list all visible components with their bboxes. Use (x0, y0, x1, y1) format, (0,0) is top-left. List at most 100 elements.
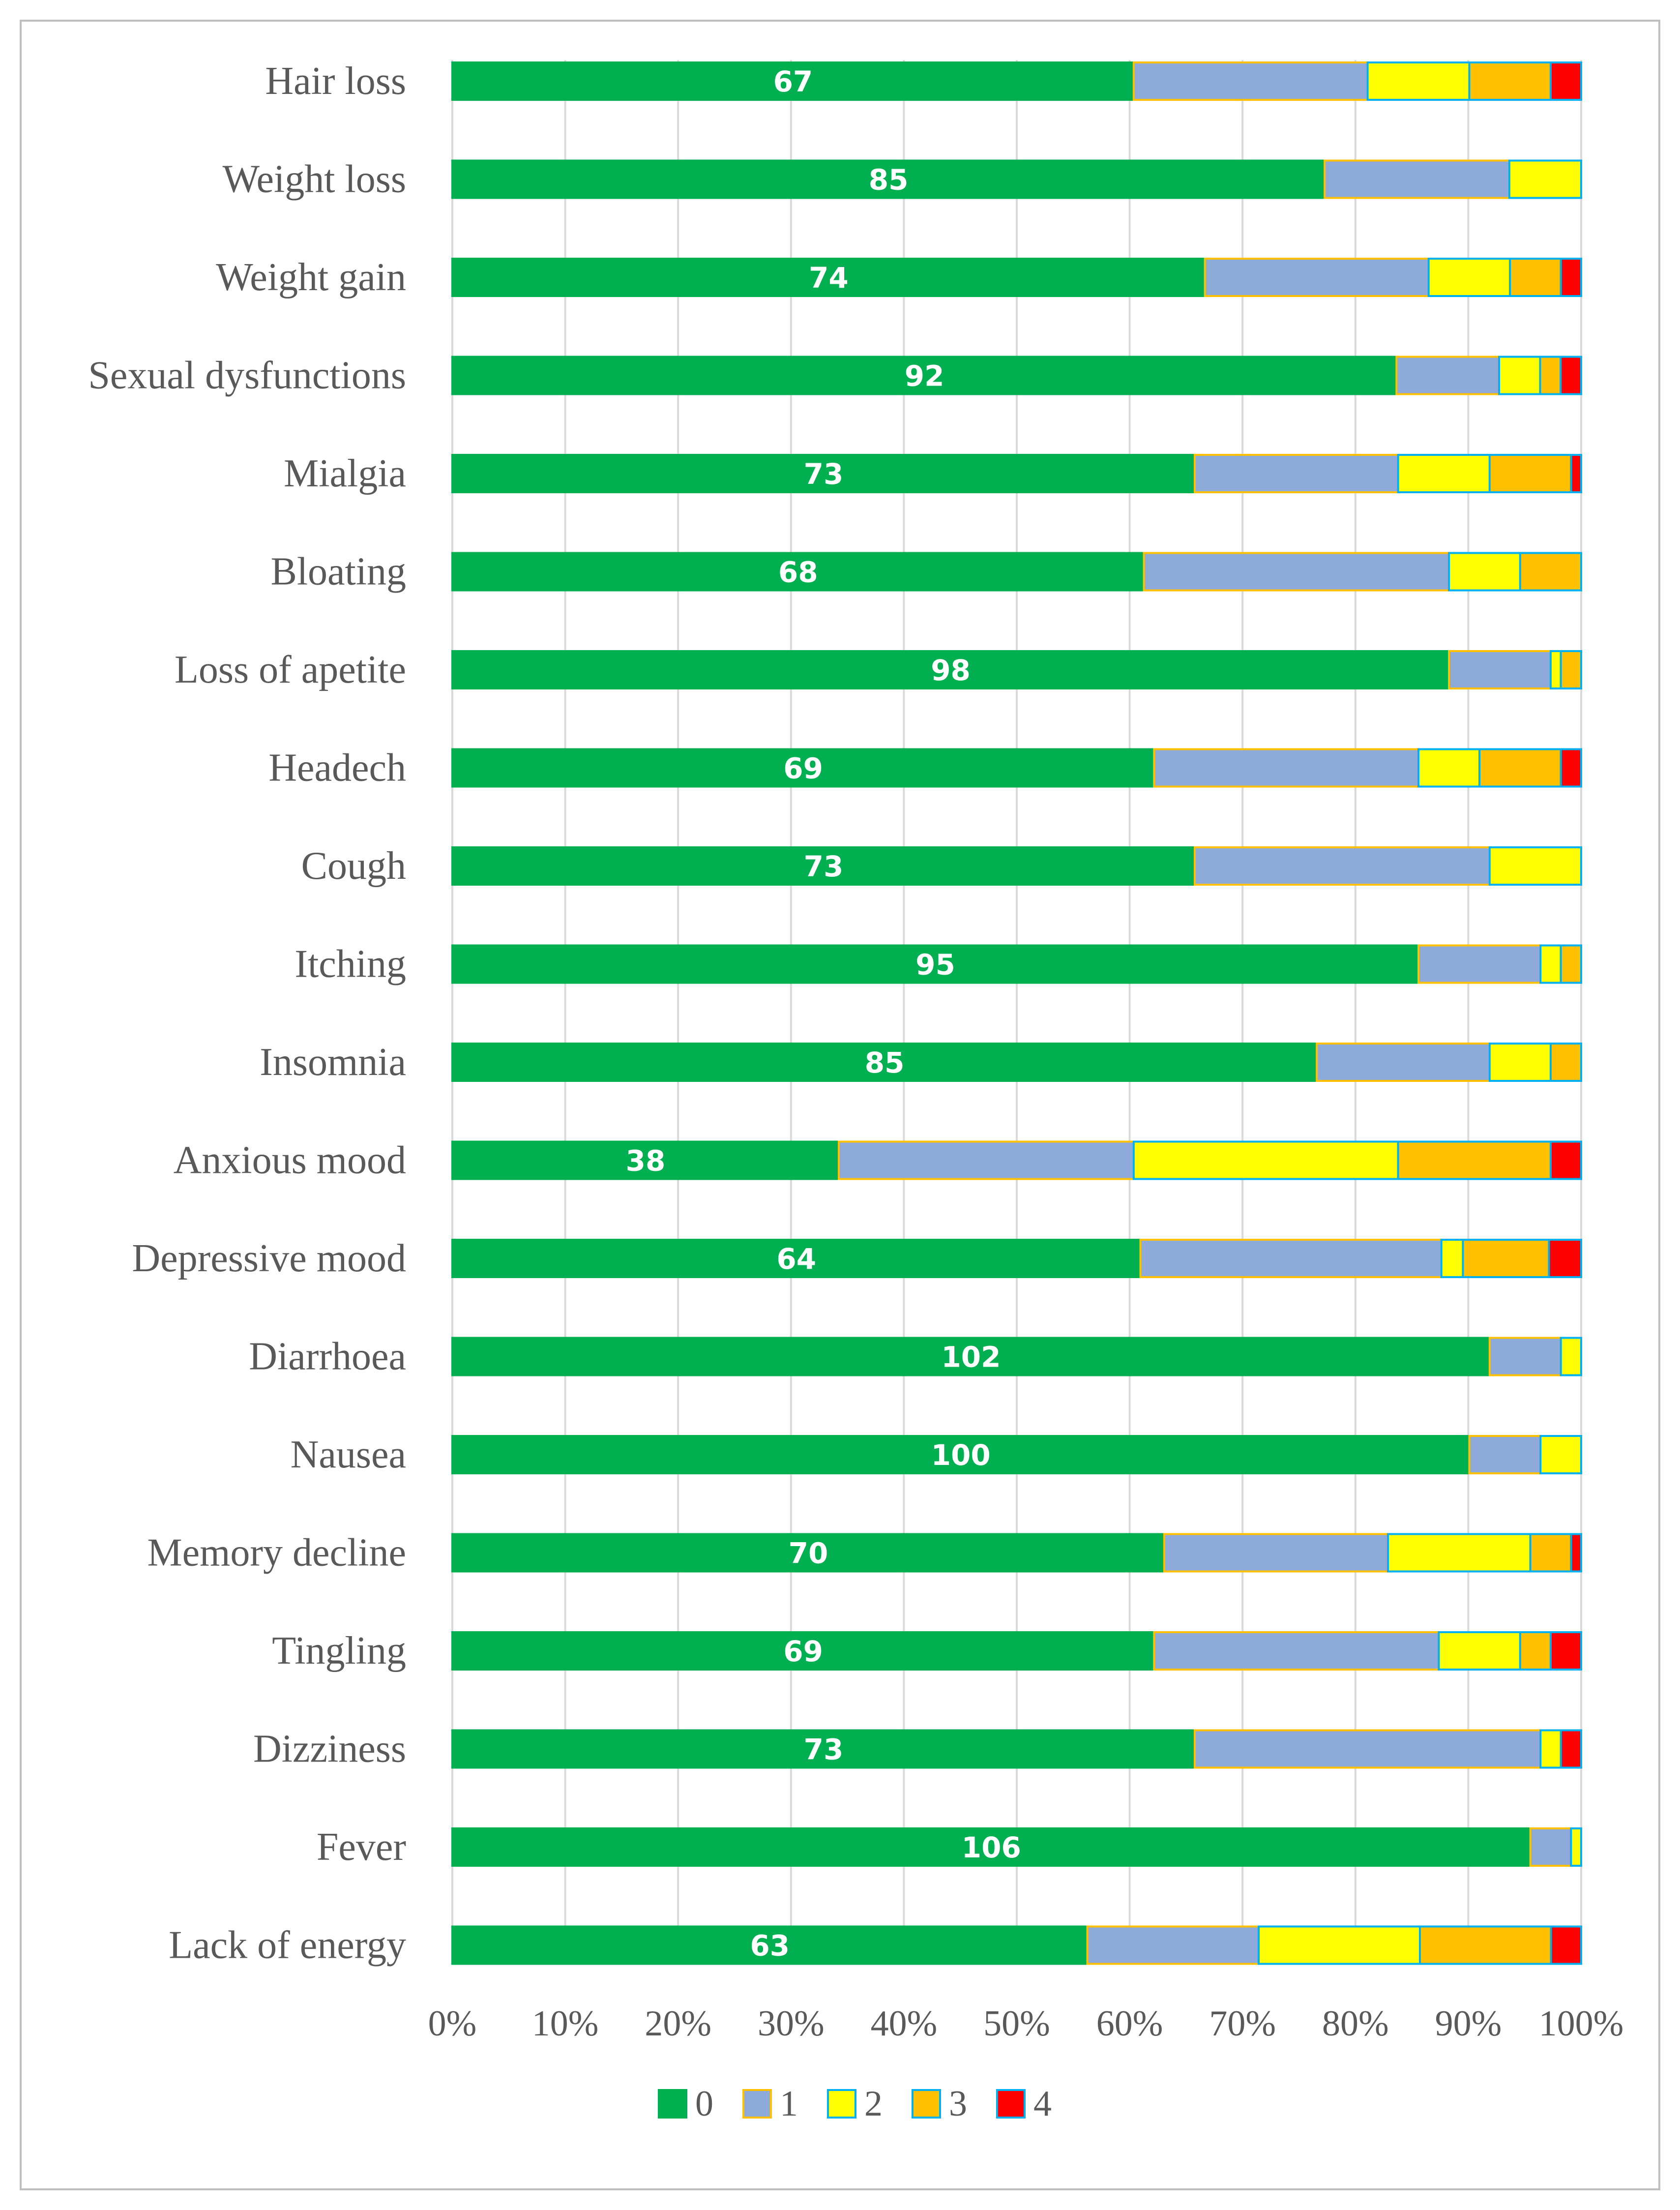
x-tick-label: 10% (532, 2003, 599, 2044)
bar-segment-0 (451, 159, 1326, 199)
bar-segment-3 (1560, 650, 1582, 689)
category-label: Lack of energy (169, 1924, 406, 1967)
legend-label: 0 (695, 2084, 713, 2124)
bar-segment-4 (1560, 356, 1583, 395)
bar-segment-2 (1539, 1435, 1582, 1474)
data-label: 95 (915, 948, 955, 982)
category-labels: Hair loss Weight loss Weight gain Sexual dy… (88, 60, 406, 1967)
category-label: Loss of apetite (175, 648, 406, 691)
x-tick-label: 0% (428, 2003, 477, 2044)
data-label: 70 (789, 1537, 828, 1570)
bar-segment-2 (1438, 1631, 1521, 1671)
bar-segment-3 (1468, 61, 1552, 101)
bar-segment-4 (1560, 1729, 1582, 1769)
bar-segment-3 (1509, 258, 1562, 297)
bar-segment-2 (1539, 1729, 1562, 1769)
x-tick-label: 50% (983, 2003, 1050, 2044)
data-label: 67 (773, 65, 813, 98)
bar-segment-2 (1560, 1337, 1582, 1376)
data-label: 106 (962, 1831, 1021, 1864)
bar-segment-1 (1132, 61, 1369, 101)
category-label: Weight gain (216, 256, 406, 299)
legend-label: 4 (1033, 2084, 1052, 2124)
data-label: 98 (931, 654, 971, 687)
category-label: Hair loss (265, 60, 406, 103)
bar-segment-0 (451, 1043, 1318, 1082)
x-tick-label: 100% (1539, 2003, 1624, 2044)
bar-segment-4 (1570, 454, 1583, 493)
bar-segment-4 (1550, 1925, 1582, 1965)
bar-segment-2 (1508, 159, 1582, 199)
bar-segment-0 (451, 748, 1155, 788)
category-label: Bloating (270, 550, 406, 594)
bar-segment-1 (1417, 944, 1542, 984)
bar-segment-3 (1397, 1140, 1552, 1180)
bar-segment-4 (1560, 258, 1582, 297)
bar-segment-1 (1395, 356, 1501, 395)
category-label: Cough (301, 844, 406, 888)
bar-segment-3 (1519, 1631, 1552, 1671)
bar-segment-0 (451, 1435, 1471, 1474)
bar-segment-3 (1488, 454, 1572, 493)
legend-swatch (996, 2089, 1026, 2119)
data-label: 73 (804, 1733, 844, 1766)
bar-segment-3 (1549, 1043, 1583, 1082)
bar-segment-3 (1529, 1533, 1572, 1573)
bar-segment-1 (1448, 650, 1552, 689)
legend-item-0: 0 (658, 2084, 713, 2124)
bar-segment-2 (1570, 1827, 1583, 1867)
bar-segment-2 (1366, 61, 1471, 101)
x-tick-label: 90% (1435, 2003, 1502, 2044)
bar-segment-2 (1397, 454, 1491, 493)
legend-item-2: 2 (827, 2084, 883, 2124)
category-label: Nausea (291, 1433, 406, 1476)
legend-swatch (658, 2089, 687, 2119)
category-label: Headech (268, 747, 406, 790)
legend-swatch (742, 2089, 772, 2119)
data-label: 64 (776, 1242, 816, 1276)
data-label: 68 (778, 556, 818, 589)
bar-segment-1 (1204, 258, 1430, 297)
bar-segment-0 (451, 61, 1135, 101)
x-tick-label: 40% (871, 2003, 938, 2044)
bar-segment-0 (451, 1140, 840, 1180)
data-label: 92 (905, 359, 944, 393)
bar-segment-0 (451, 356, 1398, 395)
data-label: 102 (941, 1341, 1001, 1374)
bar-segment-0 (451, 552, 1145, 592)
bar-segment-3 (1560, 944, 1582, 984)
bar-segment-2 (1448, 552, 1521, 592)
legend-item-1: 1 (742, 2084, 798, 2124)
bar-segment-0 (451, 1925, 1089, 1965)
legend-swatch (827, 2089, 856, 2119)
bar-segment-1 (1153, 1631, 1440, 1671)
bar-segment-1 (1193, 1729, 1542, 1769)
bar-segment-4 (1549, 1631, 1583, 1671)
x-axis-tick-labels: 0% 10% 20% 30% 40% 50% 60% 70% 80% 90% 100% (428, 2003, 1624, 2044)
category-label: Anxious mood (174, 1139, 406, 1182)
bar-segment-2 (1386, 1533, 1532, 1573)
data-label: 74 (809, 261, 849, 295)
bar-segment-0 (451, 1337, 1491, 1376)
bar-segment-1 (1488, 1337, 1562, 1376)
x-tick-label: 20% (645, 2003, 711, 2044)
bar-segment-1 (1316, 1043, 1491, 1082)
data-label: 100 (931, 1438, 991, 1472)
category-label: Weight loss (222, 158, 406, 201)
data-label: 63 (750, 1929, 790, 1963)
category-label: Dizziness (253, 1728, 406, 1771)
bar-segment-2 (1488, 1043, 1552, 1082)
category-label: Diarrhoea (249, 1335, 406, 1378)
category-label: Insomnia (260, 1041, 406, 1084)
category-label: Mialgia (284, 452, 406, 495)
legend-label: 1 (780, 2084, 798, 2124)
bar-segment-2 (1258, 1925, 1421, 1965)
bar-segment-2 (1427, 258, 1511, 297)
data-label: 73 (804, 457, 844, 491)
legend-label: 3 (949, 2084, 967, 2124)
bar-segment-1 (1163, 1533, 1389, 1573)
gridlines (451, 60, 1582, 1957)
category-label: Sexual dysfunctions (88, 354, 406, 397)
bar-segment-1 (1139, 1239, 1443, 1278)
bar-segment-2 (1549, 650, 1562, 689)
